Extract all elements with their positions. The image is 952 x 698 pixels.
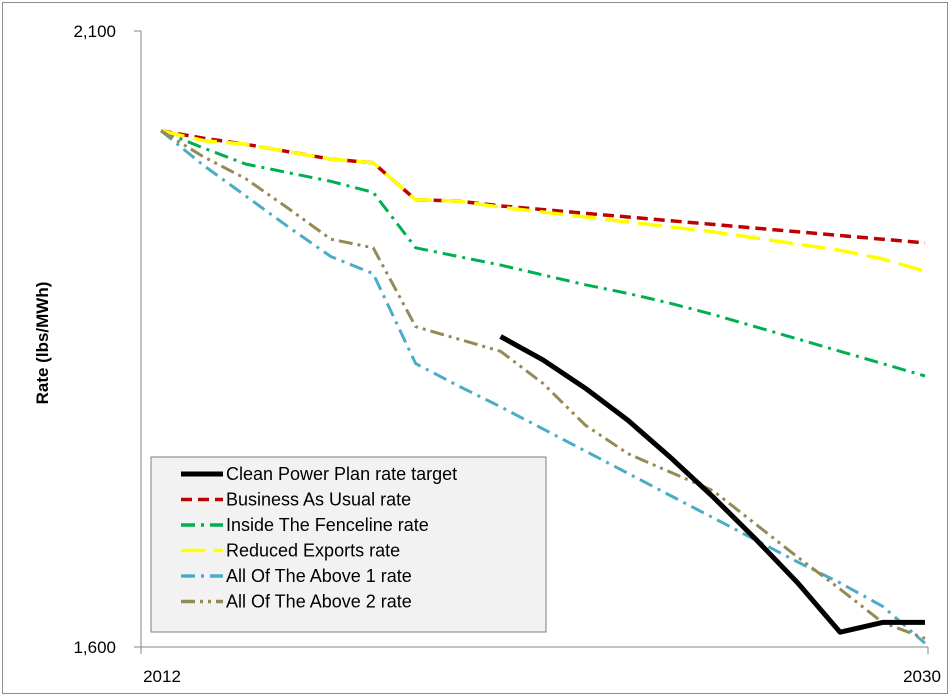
legend-label-4: All Of The Above 1 rate bbox=[226, 566, 412, 586]
series-line-2 bbox=[160, 129, 926, 378]
legend-label-0: Clean Power Plan rate target bbox=[226, 464, 457, 484]
legend: Clean Power Plan rate target Business As … bbox=[150, 456, 547, 633]
legend-label-3: Reduced Exports rate bbox=[226, 541, 400, 561]
axes: 2,100 1,600 2012 2030 Rate (lbs/MWh) bbox=[33, 22, 941, 686]
legend-label-5: All Of The Above 2 rate bbox=[226, 592, 412, 612]
y-axis-title: Rate (lbs/MWh) bbox=[33, 282, 52, 405]
x-tick-label-left: 2012 bbox=[143, 667, 181, 686]
y-tick-label-bottom: 1,600 bbox=[73, 638, 116, 657]
x-tick-label-right: 2030 bbox=[903, 667, 941, 686]
series-lines bbox=[160, 129, 926, 645]
series-line-1 bbox=[160, 129, 926, 245]
y-tick-label-top: 2,100 bbox=[73, 22, 116, 41]
legend-label-2: Inside The Fenceline rate bbox=[226, 515, 429, 535]
series-line-0 bbox=[499, 334, 925, 635]
series-line-3 bbox=[160, 129, 926, 273]
legend-label-1: Business As Usual rate bbox=[226, 490, 411, 510]
legend-items: Clean Power Plan rate target Business As … bbox=[181, 464, 457, 612]
series-line-5 bbox=[160, 129, 926, 640]
series-line-4 bbox=[160, 129, 926, 645]
